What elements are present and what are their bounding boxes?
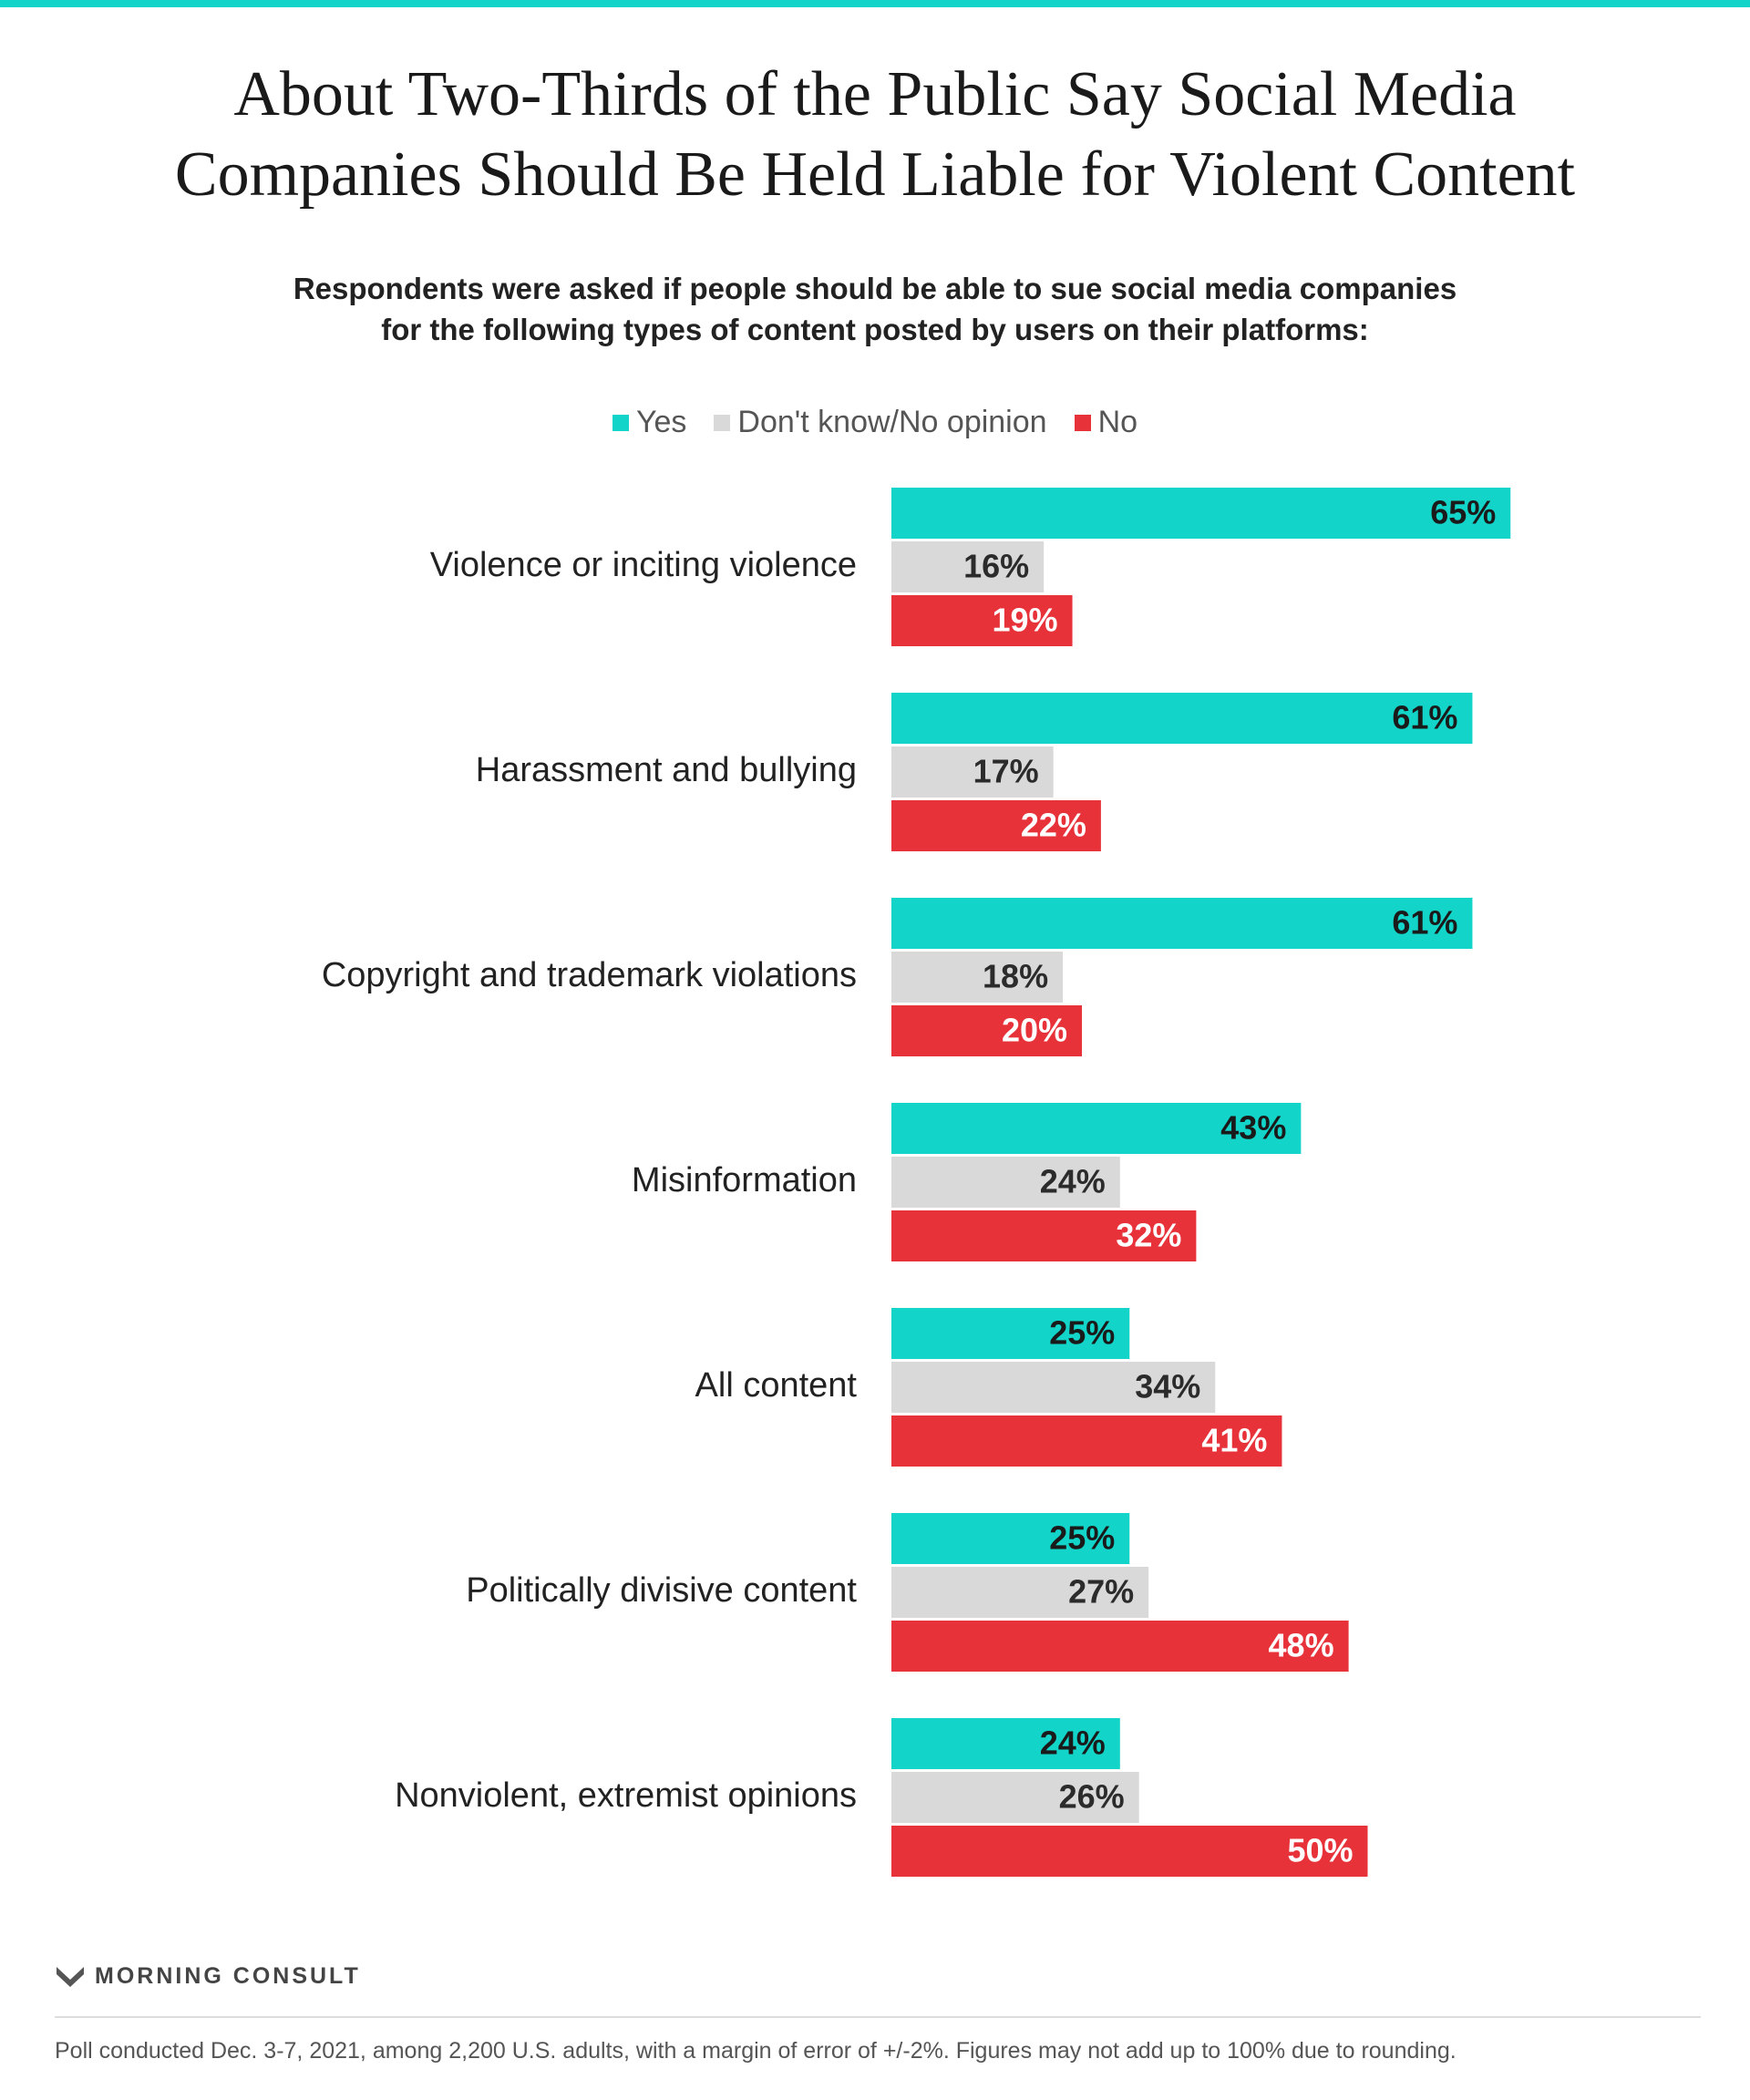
bar-yes [891, 1718, 1120, 1769]
chart-subtitle: Respondents were asked if people should … [0, 268, 1750, 350]
bar-no [891, 1415, 1282, 1467]
bar-group-misinformation: Misinformation 43% 24% 32% [632, 1103, 1302, 1261]
subtitle-line-2: for the following types of content poste… [381, 313, 1369, 346]
data-label-yes: 65% [1430, 494, 1496, 531]
bar-yes [891, 1103, 1302, 1154]
data-label-yes: 24% [1040, 1724, 1106, 1762]
category-label: Harassment and bullying [476, 751, 857, 789]
data-label-dk: 18% [983, 958, 1048, 995]
bar-no [891, 1210, 1197, 1261]
legend-swatch-dont-know [714, 414, 731, 431]
bar-group-harassment-and-bullying: Harassment and bullying 61% 17% 22% [476, 693, 1473, 851]
bar-chart: Violence or inciting violence 65% 16% 19% Ha… [322, 488, 1511, 1877]
bar-no [891, 1621, 1349, 1672]
category-label: Politically divisive content [466, 1571, 857, 1610]
legend-label-dont-know: Don't know/No opinion [737, 405, 1047, 439]
bar-dk [891, 1157, 1120, 1208]
bar-dk [891, 746, 1054, 798]
data-label-yes: 61% [1392, 699, 1457, 736]
category-label: Copyright and trademark violations [322, 956, 857, 994]
data-label-no: 50% [1287, 1832, 1353, 1869]
data-label-no: 41% [1201, 1422, 1267, 1459]
bar-dk [891, 1567, 1149, 1618]
legend-swatch-no [1074, 414, 1091, 431]
data-label-yes: 43% [1220, 1109, 1286, 1147]
data-label-dk: 24% [1040, 1163, 1106, 1200]
data-label-dk: 34% [1135, 1368, 1200, 1405]
bar-group-politically-divisive-content: Politically divisive content 25% 27% 48% [466, 1513, 1349, 1672]
bar-group-violence-or-inciting-violence: Violence or inciting violence 65% 16% 19% [430, 488, 1511, 646]
category-label: Violence or inciting violence [430, 546, 857, 584]
data-label-yes: 25% [1049, 1519, 1115, 1557]
legend-swatch-yes [612, 414, 629, 431]
bar-no [891, 595, 1073, 646]
bar-group-nonviolent-extremist-opinions: Nonviolent, extremist opinions 24% 26% 50% [395, 1718, 1368, 1877]
bar-group-all-content: All content 25% 34%41% [695, 1308, 1282, 1467]
bar-dk [891, 1362, 1216, 1413]
bar-dk [891, 952, 1064, 1003]
bar-no [891, 1826, 1368, 1877]
data-label-no: 22% [1021, 807, 1086, 844]
chart-title: About Two-Thirds of the Public Say Socia… [0, 55, 1750, 215]
footnote: Poll conducted Dec. 3-7, 2021, among 2,2… [55, 2038, 1457, 2064]
category-label: All content [695, 1366, 858, 1405]
bar-dk [891, 1772, 1139, 1823]
title-line-1: About Two-Thirds of the Public Say Socia… [233, 59, 1517, 129]
bar-dk [891, 541, 1045, 592]
category-label: Misinformation [632, 1161, 857, 1199]
brand-name: MORNING CONSULT [95, 1963, 361, 1989]
data-label-dk: 26% [1059, 1778, 1125, 1816]
bar-no [891, 800, 1101, 851]
bar-no [891, 1005, 1082, 1056]
bar-yes [891, 898, 1473, 949]
legend-item-no: No [1074, 405, 1138, 440]
legend-item-yes: Yes [612, 405, 686, 440]
data-label-dk: 27% [1068, 1573, 1134, 1611]
legend-label-no: No [1097, 405, 1138, 439]
top-accent-bar [0, 0, 1750, 7]
data-label-no: 19% [992, 602, 1057, 639]
data-label-yes: 61% [1392, 904, 1457, 942]
legend-label-yes: Yes [635, 405, 687, 439]
data-label-dk: 16% [963, 548, 1029, 585]
bar-group-copyright-and-trademark-violations: Copyright and trademark violations 61% 18%… [322, 898, 1473, 1056]
data-label-no: 32% [1116, 1217, 1181, 1254]
bar-yes [891, 488, 1511, 539]
morning-consult-logo-icon [57, 1966, 84, 1987]
chart-legend: Yes Don't know/No opinion No [0, 405, 1750, 440]
category-label: Nonviolent, extremist opinions [395, 1776, 857, 1815]
legend-item-dont-know: Don't know/No opinion [714, 405, 1047, 440]
data-label-yes: 25% [1049, 1314, 1115, 1352]
data-label-no: 48% [1269, 1627, 1334, 1664]
title-line-2: Companies Should Be Held Liable for Viol… [174, 139, 1576, 210]
brand-logo: MORNING CONSULT [55, 1963, 361, 1990]
data-label-dk: 17% [973, 753, 1039, 790]
bar-yes [891, 1308, 1130, 1359]
bar-yes [891, 1513, 1130, 1564]
bar-yes [891, 693, 1473, 744]
footer-divider [55, 2016, 1701, 2018]
subtitle-line-1: Respondents were asked if people should … [293, 272, 1457, 305]
data-label-no: 20% [1002, 1012, 1067, 1049]
